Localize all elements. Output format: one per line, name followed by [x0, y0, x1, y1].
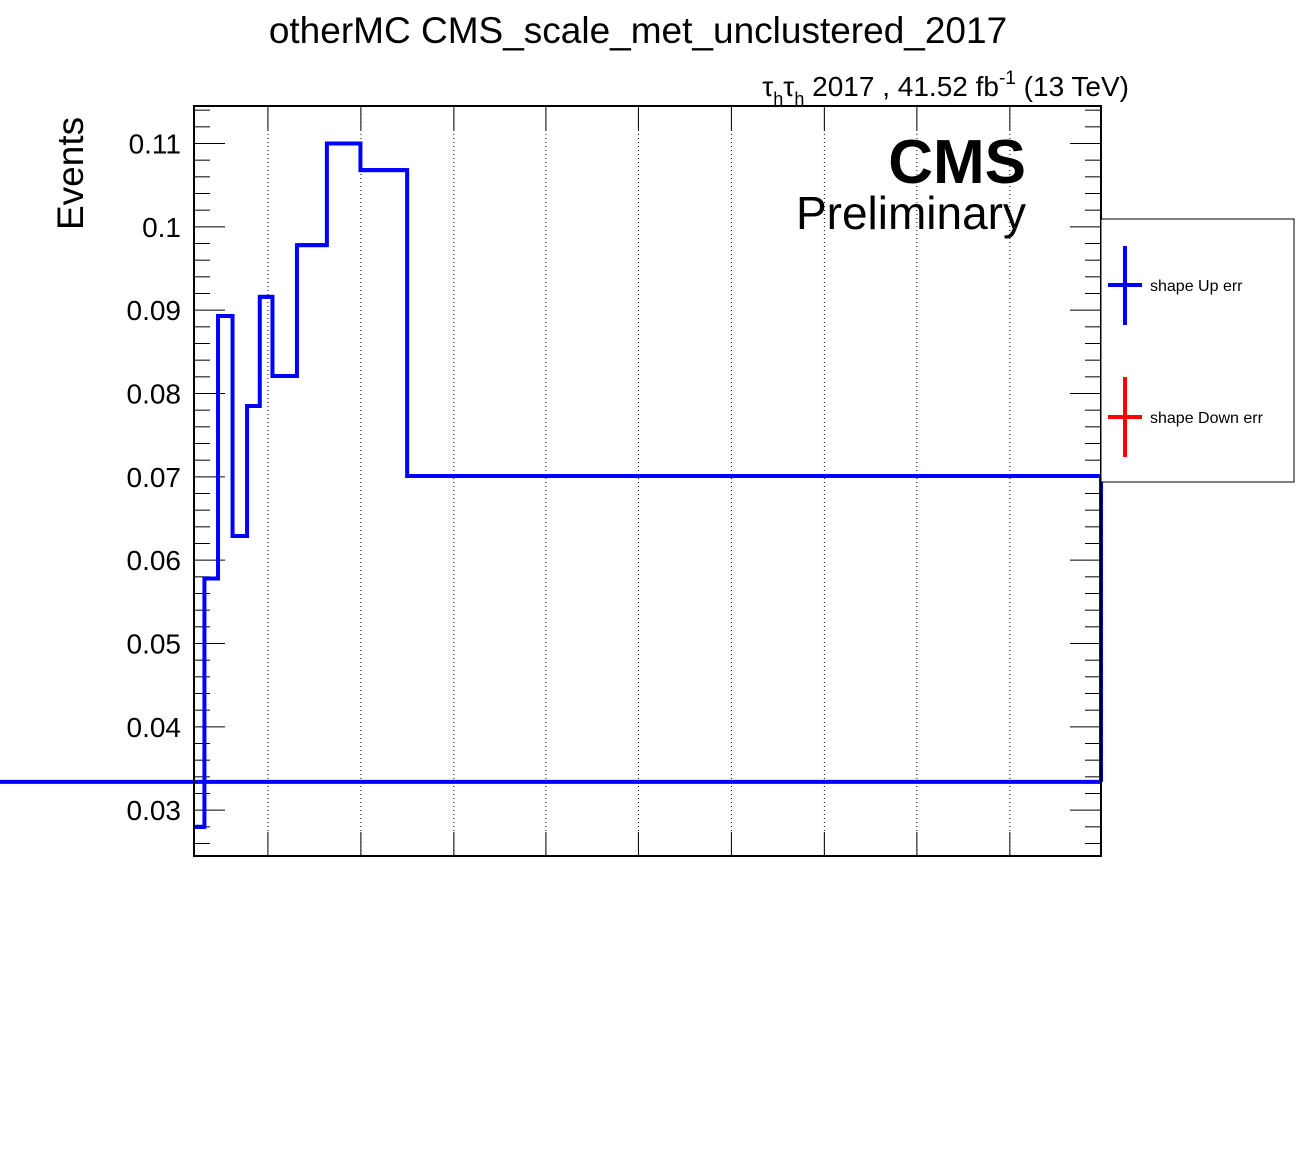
y-tick-label: 0.09 — [127, 295, 182, 326]
y-tick-label: 0.06 — [127, 545, 182, 576]
legend-box — [1100, 218, 1295, 483]
y-tick-label: 0.11 — [129, 129, 181, 160]
y-tick-label: 0.04 — [127, 712, 182, 743]
y-tick-label: 0.08 — [127, 379, 182, 410]
chart-title: otherMC CMS_scale_met_unclustered_2017 — [269, 10, 1007, 51]
cms-label: CMS — [888, 128, 1026, 197]
legend-label-up: shape Up err — [1150, 278, 1243, 295]
y-axis-tick-labels: 0.03 0.04 0.05 0.06 0.07 0.08 0.09 0.1 0.11 — [127, 129, 182, 827]
legend-entry-down: shape Down err — [1108, 377, 1264, 457]
y-tick-label: 0.03 — [127, 795, 182, 826]
y-tick-label: 0.1 — [142, 212, 181, 243]
series-group — [0, 141, 1103, 829]
legend-entry-up: shape Up err — [1108, 246, 1243, 325]
y-tick-label: 0.07 — [127, 462, 182, 493]
lumi-label: τhτh 2017 , 41.52 fb-1 (13 TeV) — [762, 68, 1129, 109]
cms-preliminary-label: Preliminary — [796, 187, 1026, 239]
x-grid-lines — [267, 106, 1011, 856]
y-tick-label: 0.05 — [127, 629, 182, 660]
legend-label-down: shape Down err — [1150, 410, 1264, 427]
legend: shape Up err shape Down err — [1100, 218, 1295, 483]
y-axis-label: Events — [50, 117, 91, 230]
y-axis-ticks — [194, 109, 1101, 844]
